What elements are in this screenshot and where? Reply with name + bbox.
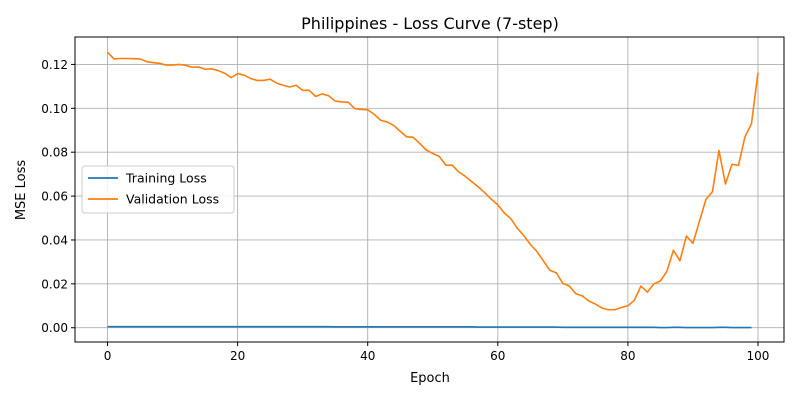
series-lines bbox=[106, 51, 759, 329]
plot-area-frame bbox=[74, 36, 785, 343]
x-axis-ticks: 0 20 40 60 80 100 bbox=[104, 342, 770, 363]
legend: Training Loss Validation Loss bbox=[81, 165, 235, 214]
x-tick-label: 40 bbox=[360, 349, 375, 363]
x-tick-label: 100 bbox=[747, 349, 770, 363]
x-tick-label: 0 bbox=[104, 349, 112, 363]
series-line-training-loss bbox=[107, 325, 752, 329]
legend-label-validation-loss: Validation Loss bbox=[126, 192, 219, 207]
legend-label-training-loss: Training Loss bbox=[125, 171, 207, 186]
x-tick-label: 80 bbox=[620, 349, 635, 363]
y-tick-label: 0.08 bbox=[41, 146, 68, 160]
y-tick-label: 0.10 bbox=[41, 102, 68, 116]
legend-box bbox=[81, 165, 235, 214]
y-tick-label: 0.06 bbox=[41, 190, 68, 204]
x-tick-label: 20 bbox=[230, 349, 245, 363]
y-axis-label: MSE Loss bbox=[14, 160, 29, 221]
y-axis-ticks: 0.00 0.02 0.04 0.06 0.08 0.10 0.12 bbox=[41, 58, 75, 335]
x-tick-label: 60 bbox=[490, 349, 505, 363]
x-axis-label: Epoch bbox=[410, 371, 450, 386]
y-tick-label: 0.00 bbox=[41, 321, 68, 335]
y-tick-label: 0.02 bbox=[41, 277, 68, 291]
y-tick-label: 0.12 bbox=[41, 58, 68, 72]
chart-title: Philippines - Loss Curve (7-step) bbox=[301, 14, 559, 33]
y-tick-label: 0.04 bbox=[41, 233, 68, 247]
series-line-validation-loss bbox=[106, 51, 759, 311]
